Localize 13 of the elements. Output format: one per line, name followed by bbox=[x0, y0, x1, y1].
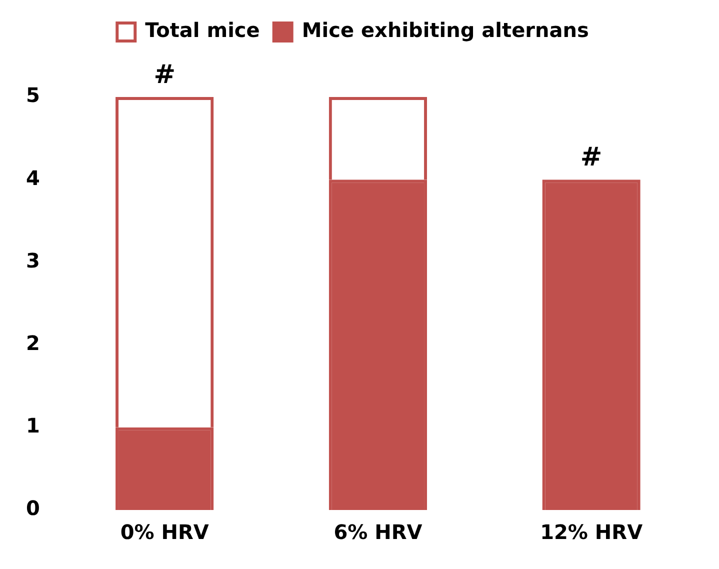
x-tick-label: 0% HRV bbox=[120, 520, 210, 544]
x-tick-label: 12% HRV bbox=[540, 520, 644, 544]
annotation: # bbox=[580, 142, 602, 172]
y-tick-label: 4 bbox=[26, 166, 40, 190]
y-tick-label: 3 bbox=[26, 248, 40, 272]
legend-label: Total mice bbox=[145, 18, 260, 42]
annotation: # bbox=[154, 60, 176, 90]
y-tick-label: 0 bbox=[26, 496, 40, 520]
y-tick-label: 2 bbox=[26, 331, 40, 356]
x-tick-label: 6% HRV bbox=[334, 520, 423, 544]
y-tick-label: 5 bbox=[26, 83, 40, 108]
legend-label: Mice exhibiting alternans bbox=[302, 18, 589, 42]
y-tick-label: 1 bbox=[26, 414, 40, 438]
